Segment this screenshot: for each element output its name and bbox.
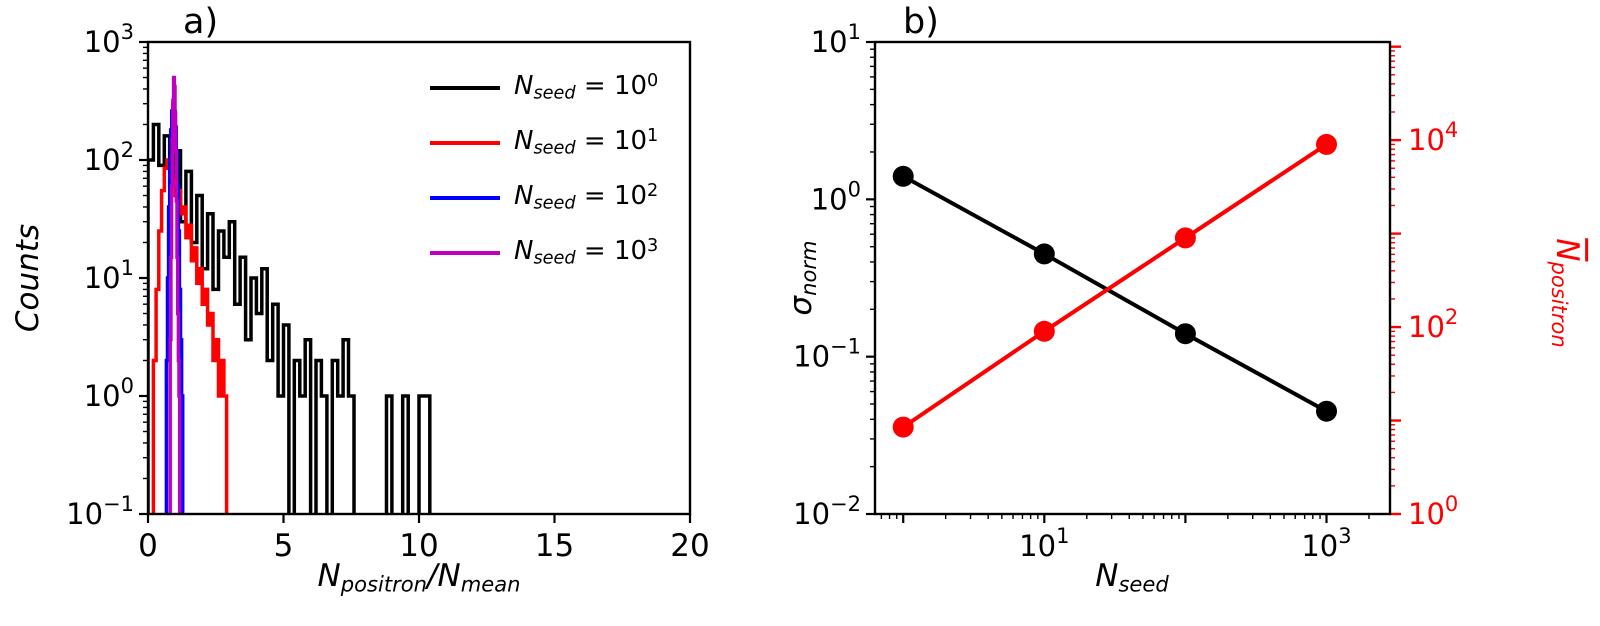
xlabel-a-var2: N [437, 558, 461, 594]
panel-b-axes: 101 103 101 100 10−1 10−2 104 102 100 [793, 20, 1458, 563]
legend: Nseed = 100 Nseed = 101 Nseed = 102 Nseed =… [430, 60, 658, 280]
tick-label: 101 [811, 20, 861, 59]
tick-label: 103 [84, 20, 134, 59]
legend-label: Nseed = 101 [514, 126, 659, 159]
legend-label: Nseed = 100 [514, 71, 659, 104]
panel-b-ylabel-left: σnorm [783, 240, 821, 315]
legend-item-0: Nseed = 100 [430, 60, 658, 115]
hist-series-0 [148, 122, 432, 514]
panel-b-frame [873, 40, 1392, 516]
tick-label: 20 [670, 528, 709, 564]
series-mean-n-positron-marker [1316, 133, 1337, 155]
ylabel-right-var: N [1549, 238, 1586, 262]
panel-a-title: a) [183, 2, 219, 42]
legend-label: Nseed = 103 [514, 236, 659, 269]
tick-label: 100 [811, 177, 861, 216]
tick-label: 10−1 [66, 492, 134, 531]
tick-label: 101 [84, 256, 134, 295]
tick-label: 102 [1408, 305, 1458, 344]
legend-item-3: Nseed = 103 [430, 225, 658, 280]
panel-b: 101 103 101 100 10−1 10−2 104 102 100 [793, 20, 1458, 563]
xlabel-b-sub: seed [1118, 571, 1169, 597]
panel-b-title: b) [903, 2, 939, 42]
legend-line-sample [430, 250, 500, 255]
tick-label: 10 [399, 528, 438, 564]
series-mean-n-positron-line [902, 142, 1328, 429]
panel-a-ylabel: Counts [10, 223, 46, 333]
ylabel-left-var: σ [782, 295, 819, 316]
panel-b-series [892, 133, 1337, 438]
legend-line-sample [430, 195, 500, 200]
tick-label: 103 [1301, 524, 1351, 563]
tick-label: 102 [84, 138, 134, 177]
series-sigma-norm-marker [1033, 243, 1055, 265]
tick-label: 10−1 [793, 335, 861, 374]
tick-label: 101 [1019, 524, 1069, 563]
tick-label: 10−2 [793, 492, 861, 531]
xlabel-a-sub1: positron [340, 571, 428, 597]
series-sigma-norm-marker [1316, 400, 1337, 422]
panel-a-frame [146, 40, 692, 516]
ylabel-left-sub: norm [796, 240, 822, 296]
hist-series-1 [151, 158, 229, 514]
xlabel-b-var: N [1095, 558, 1119, 594]
tick-label: 100 [1408, 492, 1458, 531]
panel-a-xlabel: Npositron/Nmean [318, 558, 521, 596]
series-sigma-norm-marker [1174, 323, 1196, 345]
legend-line-sample [430, 85, 500, 90]
panel-a-axes: 0 5 10 15 20 10−1 100 101 102 103 [66, 20, 710, 564]
hist-series-3 [168, 75, 182, 514]
series-mean-n-positron-marker [1033, 320, 1055, 342]
legend-label: Nseed = 102 [514, 181, 659, 214]
tick-label: 15 [535, 528, 574, 564]
tick-label: 0 [138, 528, 158, 564]
tick-label: 100 [84, 374, 134, 413]
ylabel-right-sub: positron [1546, 261, 1572, 348]
panel-b-ylabel-right: Npositron [1547, 238, 1585, 348]
series-sigma-norm-marker [892, 165, 914, 187]
xlabel-a-sub2: mean [460, 571, 521, 597]
panel-a-series [148, 75, 432, 514]
panel-a: 0 5 10 15 20 10−1 100 101 102 103 [66, 20, 710, 564]
series-mean-n-positron-marker [1174, 227, 1196, 249]
xlabel-a-var1: N [317, 558, 341, 594]
series-sigma-norm-line [902, 174, 1328, 413]
tick-label: 104 [1408, 118, 1458, 157]
tick-label: 5 [274, 528, 294, 564]
legend-line-sample [430, 140, 500, 145]
series-mean-n-positron-marker [892, 416, 914, 438]
legend-item-1: Nseed = 101 [430, 115, 658, 170]
panel-b-xlabel: Nseed [1095, 558, 1169, 596]
legend-item-2: Nseed = 102 [430, 170, 658, 225]
xlabel-a-slash: / [427, 558, 438, 594]
